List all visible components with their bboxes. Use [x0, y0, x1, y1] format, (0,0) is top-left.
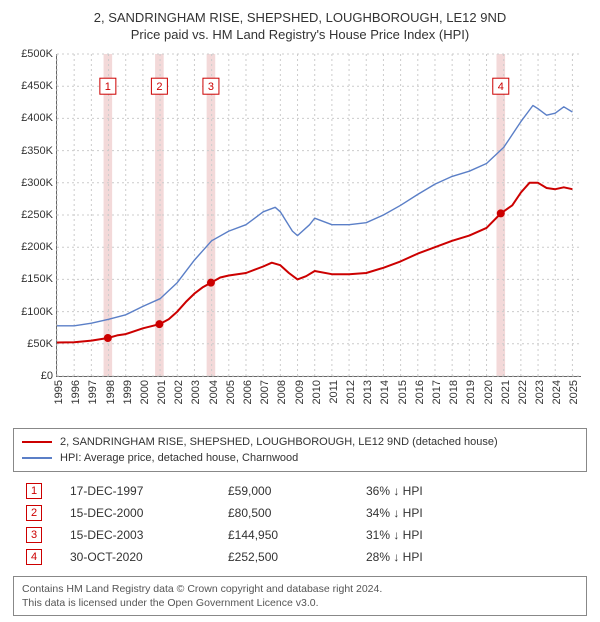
x-tick-label: 1996: [70, 380, 82, 404]
sale-point: [497, 209, 505, 217]
x-tick-label: 2019: [465, 380, 477, 404]
event-marker: 4: [493, 78, 509, 94]
event-row: 1 17-DEC-1997£59,00036% ↓ HPI: [22, 480, 578, 502]
x-tick-label: 1998: [105, 380, 117, 404]
title-address: 2, SANDRINGHAM RISE, SHEPSHED, LOUGHBORO…: [10, 10, 590, 25]
event-marker-box: 1: [26, 483, 42, 499]
x-tick-label: 2014: [379, 380, 391, 404]
x-tick-label: 2013: [362, 380, 374, 404]
y-tick-label: £200K: [21, 241, 53, 253]
title-subtitle: Price paid vs. HM Land Registry's House …: [10, 27, 590, 42]
x-tick-label: 2002: [173, 380, 185, 404]
x-tick-label: 2008: [276, 380, 288, 404]
x-tick-label: 2010: [311, 380, 323, 404]
x-tick-label: 2004: [208, 380, 220, 404]
x-tick-label: 2009: [294, 380, 306, 404]
sale-point: [207, 279, 215, 287]
legend-item: HPI: Average price, detached house, Char…: [22, 450, 578, 466]
x-tick-label: 2020: [483, 380, 495, 404]
x-tick-label: 1999: [122, 380, 134, 404]
event-date: 15-DEC-2003: [66, 524, 224, 546]
x-tick-label: 2017: [431, 380, 443, 404]
y-tick-label: £350K: [21, 145, 53, 157]
chart: 1 2 3 4 £0 £50K £100K £150K £200K £250K £300K £350…: [10, 50, 590, 420]
event-price: £59,000: [224, 480, 362, 502]
y-tick-label: £300K: [21, 177, 53, 189]
sale-point: [155, 320, 163, 328]
x-tick-label: 1995: [53, 380, 65, 404]
legend-swatch: [22, 457, 52, 459]
figure: 2, SANDRINGHAM RISE, SHEPSHED, LOUGHBORO…: [0, 0, 600, 622]
svg-text:3: 3: [208, 81, 214, 93]
event-marker-box: 2: [26, 505, 42, 521]
event-marker: 2: [151, 78, 167, 94]
event-date: 17-DEC-1997: [66, 480, 224, 502]
x-tick-label: 2016: [414, 380, 426, 404]
legend-item: 2, SANDRINGHAM RISE, SHEPSHED, LOUGHBORO…: [22, 434, 578, 450]
event-marker: 1: [100, 78, 116, 94]
event-price: £144,950: [224, 524, 362, 546]
x-tick-label: 1997: [87, 380, 99, 404]
event-marker-box: 4: [26, 549, 42, 565]
x-tick-label: 2005: [225, 380, 237, 404]
x-tick-label: 2021: [500, 380, 512, 404]
legend-swatch: [22, 441, 52, 443]
sale-point: [104, 334, 112, 342]
footer-line2: This data is licensed under the Open Gov…: [22, 596, 578, 610]
event-row: 4 30-OCT-2020£252,50028% ↓ HPI: [22, 546, 578, 568]
x-tick-label: 2023: [534, 380, 546, 404]
y-tick-label: £100K: [21, 306, 53, 318]
event-marker: 3: [203, 78, 219, 94]
y-tick-label: £50K: [27, 338, 53, 350]
y-tick-label: £250K: [21, 209, 53, 221]
svg-text:4: 4: [498, 81, 504, 93]
x-tick-label: 2000: [139, 380, 151, 404]
event-date: 15-DEC-2000: [66, 502, 224, 524]
event-marker-box: 3: [26, 527, 42, 543]
y-tick-label: £500K: [21, 48, 53, 60]
x-tick-label: 2001: [156, 380, 168, 404]
legend-label: 2, SANDRINGHAM RISE, SHEPSHED, LOUGHBORO…: [60, 436, 498, 448]
event-price: £80,500: [224, 502, 362, 524]
x-tick-label: 2003: [190, 380, 202, 404]
legend-label: HPI: Average price, detached house, Char…: [60, 452, 298, 464]
x-tick-label: 2012: [345, 380, 357, 404]
event-row: 2 15-DEC-2000£80,50034% ↓ HPI: [22, 502, 578, 524]
event-diff: 36% ↓ HPI: [362, 480, 578, 502]
svg-text:2: 2: [156, 81, 162, 93]
event-price: £252,500: [224, 546, 362, 568]
title-block: 2, SANDRINGHAM RISE, SHEPSHED, LOUGHBORO…: [10, 10, 590, 42]
x-tick-label: 2022: [517, 380, 529, 404]
x-tick-label: 2011: [328, 380, 340, 404]
y-tick-label: £150K: [21, 273, 53, 285]
y-tick-label: £450K: [21, 80, 53, 92]
x-tick-label: 2025: [568, 380, 580, 404]
y-tick-label: £0: [41, 370, 53, 382]
x-tick-label: 2007: [259, 380, 271, 404]
x-tick-label: 2018: [448, 380, 460, 404]
x-tick-label: 2015: [397, 380, 409, 404]
event-diff: 28% ↓ HPI: [362, 546, 578, 568]
events-table: 1 17-DEC-1997£59,00036% ↓ HPI 2 15-DEC-2000…: [22, 480, 578, 568]
event-row: 3 15-DEC-2003£144,95031% ↓ HPI: [22, 524, 578, 546]
legend: 2, SANDRINGHAM RISE, SHEPSHED, LOUGHBORO…: [13, 428, 587, 472]
x-tick-label: 2006: [242, 380, 254, 404]
x-tick-label: 2024: [551, 380, 563, 404]
event-date: 30-OCT-2020: [66, 546, 224, 568]
plot-area: 1234 £0£50K£100K£150K£200K£250K£300K£350…: [56, 54, 581, 377]
event-diff: 34% ↓ HPI: [362, 502, 578, 524]
series-property: [57, 183, 572, 343]
footer-line1: Contains HM Land Registry data © Crown c…: [22, 582, 578, 596]
svg-text:1: 1: [105, 81, 111, 93]
footer: Contains HM Land Registry data © Crown c…: [13, 576, 587, 616]
event-diff: 31% ↓ HPI: [362, 524, 578, 546]
plot-svg: 1 2 3 4: [57, 54, 581, 376]
y-tick-label: £400K: [21, 112, 53, 124]
